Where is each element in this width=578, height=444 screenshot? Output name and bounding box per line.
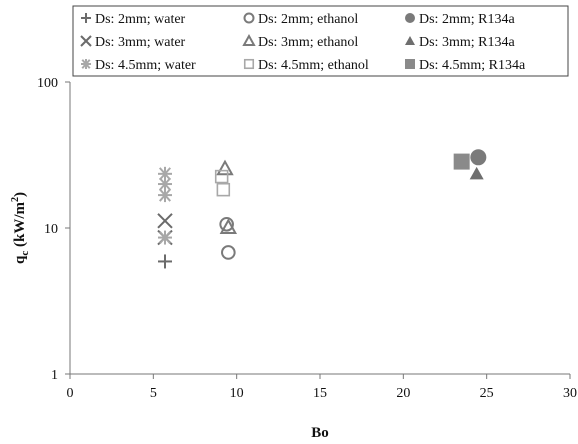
y-tick-label: 100 bbox=[37, 76, 58, 91]
x-ticks: 0 5 10 15 20 25 30 bbox=[67, 374, 577, 401]
x-tick-label: 20 bbox=[396, 386, 410, 401]
legend: Ds: 2mm; water Ds: 2mm; ethanol Ds: 2mm; R… bbox=[80, 12, 526, 73]
x-tick-label: 30 bbox=[563, 386, 577, 401]
legend-marker bbox=[405, 36, 415, 45]
data-point bbox=[158, 254, 172, 269]
x-tick-label: 10 bbox=[230, 386, 244, 401]
legend-marker bbox=[81, 13, 91, 23]
data-point bbox=[158, 230, 172, 245]
legend-label: Ds: 2mm; water bbox=[95, 12, 186, 27]
y-tick-label: 10 bbox=[44, 222, 58, 237]
y-axis-title-close: ) bbox=[12, 192, 28, 197]
x-axis-title: Bo bbox=[311, 425, 329, 441]
legend-label: Ds: 4.5mm; ethanol bbox=[258, 58, 369, 73]
data-point bbox=[470, 149, 487, 166]
legend-label: Ds: 3mm; R134a bbox=[419, 35, 515, 50]
x-tick-label: 15 bbox=[313, 386, 327, 401]
y-tick-label: 1 bbox=[51, 368, 58, 383]
data-point bbox=[158, 166, 172, 181]
legend-marker bbox=[81, 59, 91, 69]
axes bbox=[69, 82, 570, 375]
x-tick-label: 5 bbox=[150, 386, 157, 401]
legend-label: Ds: 4.5mm; R134a bbox=[419, 58, 526, 73]
legend-marker bbox=[242, 33, 256, 46]
y-ticks: 1 10 100 bbox=[37, 76, 70, 383]
legend-label: Ds: 4.5mm; water bbox=[95, 58, 196, 73]
legend-marker bbox=[80, 35, 92, 47]
legend-label: Ds: 3mm; water bbox=[95, 35, 186, 50]
y-axis-title-q: q bbox=[12, 255, 28, 264]
data-points bbox=[157, 149, 487, 269]
y-axis-title-sup: 2 bbox=[10, 197, 21, 202]
data-point bbox=[216, 159, 234, 176]
data-point bbox=[221, 245, 236, 260]
x-tick-label: 25 bbox=[480, 386, 494, 401]
y-axis-title: qc (kW/m2) bbox=[10, 192, 31, 264]
legend-marker bbox=[243, 58, 255, 70]
data-point bbox=[453, 153, 470, 170]
legend-label: Ds: 2mm; R134a bbox=[419, 12, 515, 27]
legend-marker bbox=[243, 12, 255, 24]
y-axis-title-sub: c bbox=[19, 251, 31, 256]
legend-box bbox=[72, 5, 569, 77]
data-point bbox=[219, 218, 238, 234]
legend-label: Ds: 3mm; ethanol bbox=[258, 35, 358, 50]
y-axis-title-unit: (kW/m bbox=[12, 202, 28, 251]
data-point bbox=[157, 213, 173, 229]
data-point bbox=[219, 217, 234, 232]
x-tick-label: 0 bbox=[67, 386, 74, 401]
legend-marker bbox=[405, 13, 415, 23]
data-point bbox=[214, 169, 229, 184]
legend-marker bbox=[405, 59, 415, 69]
data-point bbox=[216, 182, 231, 197]
legend-label: Ds: 2mm; ethanol bbox=[258, 12, 358, 27]
data-point bbox=[469, 166, 484, 180]
